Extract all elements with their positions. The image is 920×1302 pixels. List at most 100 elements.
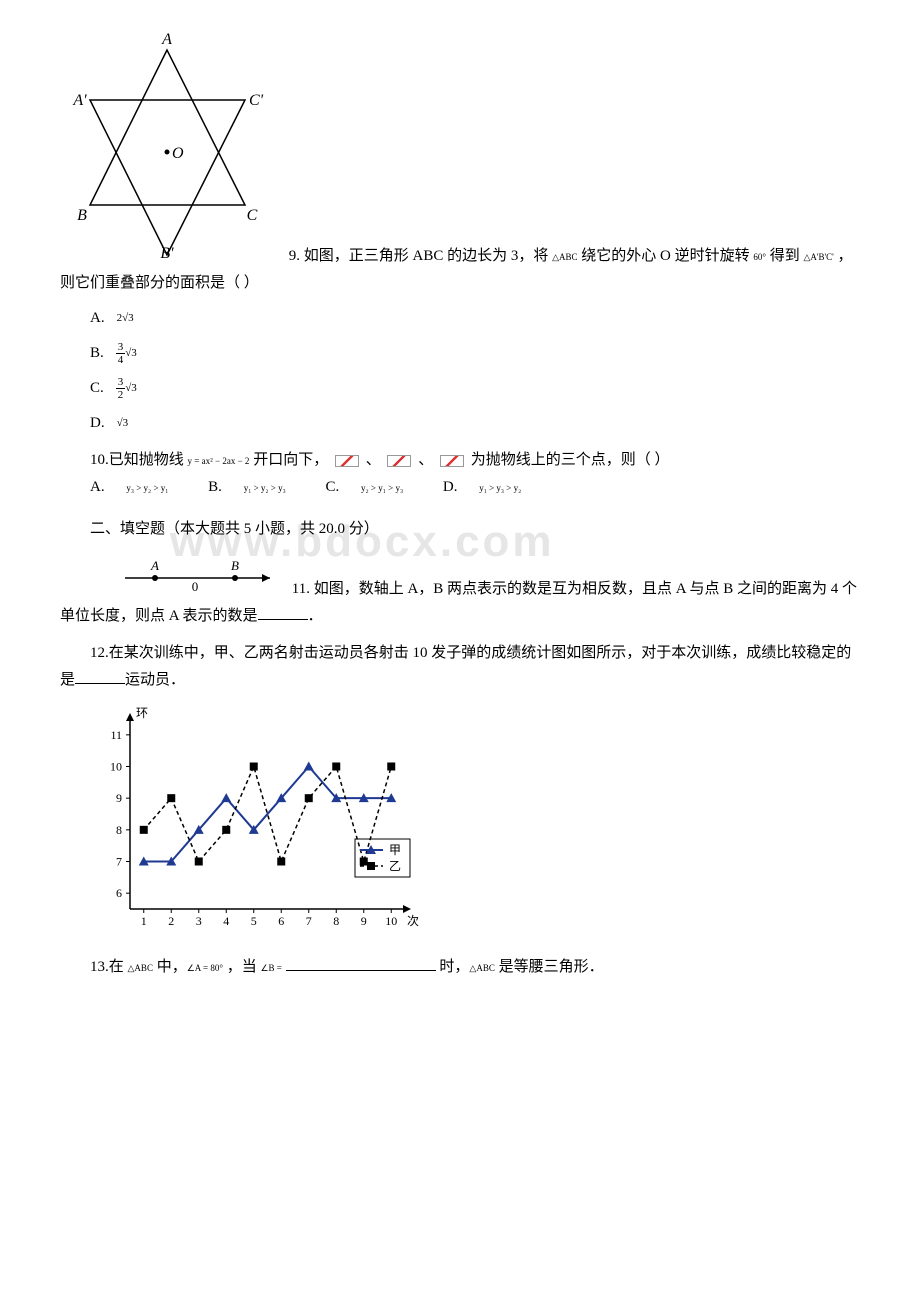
question-12: 12.在某次训练中，甲、乙两名射击运动员各射击 10 发子弹的成绩统计图如图所示… (60, 640, 860, 944)
q13-expr1: △ABC (128, 963, 153, 973)
q10-gap1: 、 (362, 452, 385, 468)
q9-text1: 如图，正三角形 ABC 的边长为 3，将 (304, 248, 552, 264)
q10-option-D: D. y₁ > y₃ > y₂ (443, 479, 539, 495)
q10-option-C: C. y₂ > y₁ > y₃ (326, 479, 422, 495)
q13-text3: ，当 (223, 959, 261, 975)
svg-text:5: 5 (251, 914, 257, 928)
q9-optC-den: 2 (116, 389, 126, 401)
q9-option-C: C. 32√3 (90, 375, 860, 402)
svg-text:10: 10 (385, 914, 397, 928)
svg-text:6: 6 (116, 886, 122, 900)
arrow-head (262, 574, 270, 582)
q9-optB-num: 3 (116, 341, 126, 354)
label-O: O (172, 145, 184, 162)
q10-option-A: A. y₃ > y₂ > y₁ (90, 479, 186, 495)
svg-text:11: 11 (110, 728, 122, 742)
question-9: A A' C' B C B' O 9. 如图，正三角形 ABC 的边长为 3，将… (60, 30, 860, 437)
q9-optC-num: 3 (116, 376, 126, 389)
missing-point-2 (387, 455, 411, 467)
q11-text2: ． (308, 608, 323, 624)
q9-expr1: △ABC (552, 252, 577, 262)
section2-title: 二、填空题（本大题共 5 小题，共 20.0 分） (60, 516, 860, 543)
svg-text:8: 8 (333, 914, 339, 928)
label-C: C (247, 207, 258, 224)
q10-expr1: y = ax² − 2ax − 2 (188, 456, 250, 466)
number-line-svg: A B 0 (120, 558, 280, 593)
chart-svg: 6789101112345678910环次甲乙 (90, 704, 420, 934)
q9-optA-sqrt: √3 (122, 312, 134, 324)
q10-number: 10. (90, 452, 109, 468)
q13-expr2: ∠A = 80° (187, 963, 223, 973)
q12-text2: 运动员． (125, 672, 185, 688)
q10-optC-expr: y₂ > y₁ > y₃ (361, 483, 403, 493)
q10-optD-label: D. (443, 479, 458, 495)
star-svg: A A' C' B C B' O (60, 30, 275, 260)
svg-text:乙: 乙 (389, 859, 401, 873)
q10-text1: 已知抛物线 (109, 452, 188, 468)
svg-text:6: 6 (278, 914, 284, 928)
q9-expr2: 60° (753, 252, 766, 262)
q9-text3: 得到 (770, 248, 804, 264)
svg-text:次: 次 (407, 914, 419, 928)
q10-option-B: B. y₁ > y₂ > y₃ (208, 479, 304, 495)
q9-optB-sqrt: √3 (125, 347, 137, 359)
label-B: B (231, 558, 239, 573)
q13-expr4: △ABC (469, 963, 494, 973)
label-B: B (77, 207, 87, 224)
q13-blank (286, 956, 436, 971)
shooting-chart: 6789101112345678910环次甲乙 (90, 704, 860, 944)
label-A: A (161, 31, 172, 48)
svg-text:4: 4 (223, 914, 229, 928)
q9-option-D: D. √3 (90, 410, 860, 437)
q10-optB-expr: y₁ > y₂ > y₃ (244, 483, 286, 493)
q9-options: A. 2√3 B. 34√3 C. 32√3 D. √3 (60, 305, 860, 437)
svg-text:8: 8 (116, 823, 122, 837)
q12-number: 12. (90, 645, 109, 661)
q13-text2: 中， (153, 959, 187, 975)
q9-optD-label: D. (90, 410, 105, 437)
svg-text:甲: 甲 (389, 843, 401, 857)
star-of-david-figure: A A' C' B C B' O (60, 30, 275, 270)
q10-optA-expr: y₃ > y₂ > y₁ (126, 483, 168, 493)
q9-optB-den: 4 (116, 354, 126, 366)
q9-optC-label: C. (90, 375, 104, 402)
label-Bp: B' (160, 245, 174, 260)
q11-blank (258, 605, 308, 620)
svg-text:9: 9 (361, 914, 367, 928)
label-Cp: C' (249, 92, 264, 109)
q10-options: A. y₃ > y₂ > y₁ B. y₁ > y₂ > y₃ C. y₂ > … (60, 474, 860, 501)
question-13: 13.在 △ABC 中，∠A = 80° ，当 ∠B = 时，△ABC 是等腰三… (60, 954, 860, 981)
center-dot (165, 150, 170, 155)
q9-option-B: B. 34√3 (90, 340, 860, 367)
q10-gap2: 、 (414, 452, 437, 468)
point-A (152, 575, 158, 581)
question-10: www.bdocx.com 10.已知抛物线 y = ax² − 2ax − 2… (60, 447, 860, 501)
point-B (232, 575, 238, 581)
q10-text2: 开口向下， (249, 452, 332, 468)
svg-text:7: 7 (306, 914, 312, 928)
q9-number: 9. (289, 248, 300, 264)
number-line-figure: A B 0 (90, 558, 280, 603)
missing-point-3 (440, 455, 464, 467)
svg-text:1: 1 (141, 914, 147, 928)
svg-text:10: 10 (110, 760, 122, 774)
q10-text3: 为抛物线上的三个点，则（ ） (467, 452, 670, 468)
q9-optD-sqrt: √3 (117, 417, 129, 429)
question-11: A B 0 11. 如图，数轴上 A，B 两点表示的数是互为相反数，且点 A 与… (60, 558, 860, 630)
q13-text1: 在 (109, 959, 128, 975)
q10-optD-expr: y₁ > y₃ > y₂ (479, 483, 521, 493)
q13-number: 13. (90, 959, 109, 975)
q9-optC-sqrt: √3 (125, 382, 137, 394)
label-A: A (150, 558, 159, 573)
q12-blank (75, 669, 125, 684)
triangle-abc (90, 50, 245, 205)
q9-expr3: △A'B'C' (804, 252, 834, 262)
q13-text4: 时， (439, 959, 469, 975)
q9-option-A: A. 2√3 (90, 305, 860, 332)
svg-text:环: 环 (136, 706, 148, 720)
svg-text:3: 3 (196, 914, 202, 928)
q10-optC-label: C. (326, 479, 340, 495)
q9-optB-label: B. (90, 340, 104, 367)
label-0: 0 (192, 579, 199, 593)
svg-text:7: 7 (116, 855, 122, 869)
